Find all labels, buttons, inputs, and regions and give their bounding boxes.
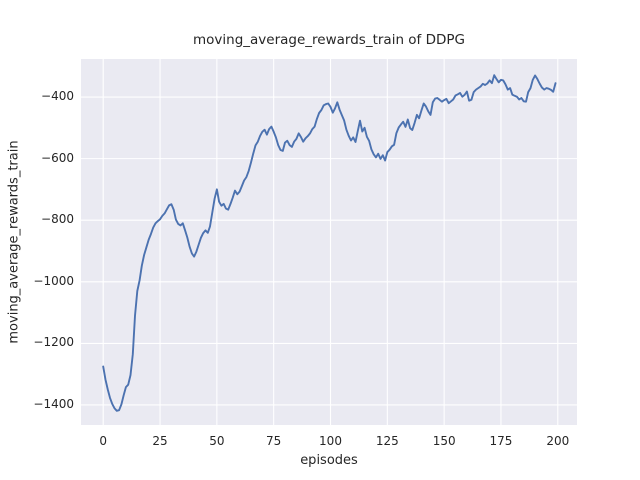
x-tick-label: 150 (432, 434, 456, 448)
y-tick-label: −1200 (33, 335, 74, 350)
x-tick-label: 200 (546, 434, 570, 448)
reward-line (102, 74, 557, 412)
plot-area (81, 59, 577, 425)
x-tick-label: 100 (319, 434, 342, 448)
x-tick-label: 25 (152, 434, 168, 448)
x-tick-label: 50 (209, 434, 225, 448)
y-axis-label: moving_average_rewards_train (6, 140, 22, 344)
chart-title: moving_average_rewards_train of DDPG (193, 32, 465, 48)
y-tick-label: −1000 (33, 273, 74, 288)
x-axis-label: episodes (300, 453, 358, 468)
y-tick-label: −800 (41, 212, 74, 227)
x-tick-label: 175 (489, 434, 513, 448)
x-tick-label: 0 (99, 434, 108, 448)
y-tick-label: −600 (41, 150, 74, 165)
y-tick-label: −1400 (33, 396, 74, 411)
x-tick-label: 125 (375, 434, 399, 448)
x-tick-label: 75 (266, 434, 282, 448)
y-tick-label: −400 (41, 89, 74, 104)
